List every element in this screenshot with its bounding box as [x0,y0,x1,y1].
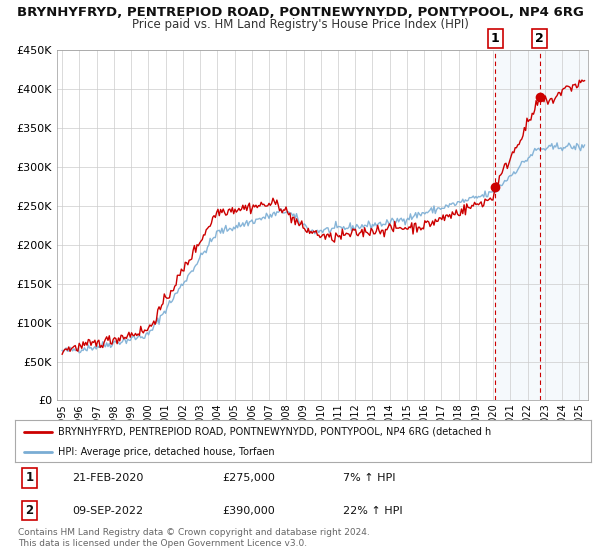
Text: 2: 2 [25,504,34,517]
Text: 1: 1 [25,471,34,484]
Text: BRYNHYFRYD, PENTREPIOD ROAD, PONTNEWYNYDD, PONTYPOOL, NP4 6RG: BRYNHYFRYD, PENTREPIOD ROAD, PONTNEWYNYD… [17,6,583,18]
Text: 2: 2 [535,32,544,45]
Text: HPI: Average price, detached house, Torfaen: HPI: Average price, detached house, Torf… [58,447,275,457]
Text: 1: 1 [491,32,500,45]
Text: 22% ↑ HPI: 22% ↑ HPI [343,506,403,516]
Text: £390,000: £390,000 [223,506,275,516]
Text: 7% ↑ HPI: 7% ↑ HPI [343,473,396,483]
Text: BRYNHYFRYD, PENTREPIOD ROAD, PONTNEWYNYDD, PONTYPOOL, NP4 6RG (detached h: BRYNHYFRYD, PENTREPIOD ROAD, PONTNEWYNYD… [58,427,491,437]
Text: 09-SEP-2022: 09-SEP-2022 [73,506,144,516]
Text: £275,000: £275,000 [223,473,275,483]
Text: Price paid vs. HM Land Registry's House Price Index (HPI): Price paid vs. HM Land Registry's House … [131,18,469,31]
Bar [496,50,588,400]
Text: 21-FEB-2020: 21-FEB-2020 [73,473,144,483]
Text: Contains HM Land Registry data © Crown copyright and database right 2024.
This d: Contains HM Land Registry data © Crown c… [18,528,370,548]
